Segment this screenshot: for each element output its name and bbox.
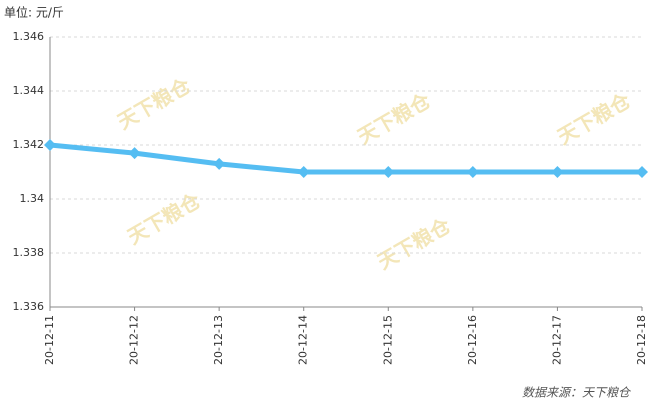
x-tick-label: 20-12-18 xyxy=(635,315,648,365)
marker xyxy=(466,166,479,178)
x-tick-label: 20-12-14 xyxy=(297,315,310,365)
x-tick-label: 20-12-11 xyxy=(43,315,56,365)
y-tick-label: 1.338 xyxy=(13,246,45,259)
y-tick-label: 1.342 xyxy=(13,138,45,151)
watermark: 天下粮仓 xyxy=(353,88,435,149)
x-tick-label: 20-12-15 xyxy=(381,315,394,365)
watermark: 天下粮仓 xyxy=(553,88,635,149)
marker xyxy=(636,166,648,178)
watermark: 天下粮仓 xyxy=(113,73,195,134)
source: 数据来源：天下粮仓 xyxy=(522,386,632,400)
watermark: 天下粮仓 xyxy=(373,213,455,274)
marker xyxy=(128,147,141,160)
x-tick-label: 20-12-16 xyxy=(466,315,479,365)
y-tick-label: 1.34 xyxy=(20,192,45,205)
x-tick-label: 20-12-13 xyxy=(212,315,225,365)
y-tick-label: 1.336 xyxy=(13,300,45,313)
y-tick-label: 1.344 xyxy=(13,84,45,97)
line xyxy=(49,142,642,175)
watermark: 天下粮仓 xyxy=(123,188,205,249)
marker xyxy=(297,166,310,178)
y-tick-label: 1.346 xyxy=(13,30,45,43)
marker xyxy=(551,166,564,178)
marker xyxy=(213,157,226,170)
marker xyxy=(44,139,56,151)
x-tick-label: 20-12-12 xyxy=(128,315,141,365)
y-axis-label: 单位: 元/斤 xyxy=(4,5,64,20)
marker xyxy=(382,166,395,178)
x-tick-label: 20-12-17 xyxy=(550,315,563,365)
